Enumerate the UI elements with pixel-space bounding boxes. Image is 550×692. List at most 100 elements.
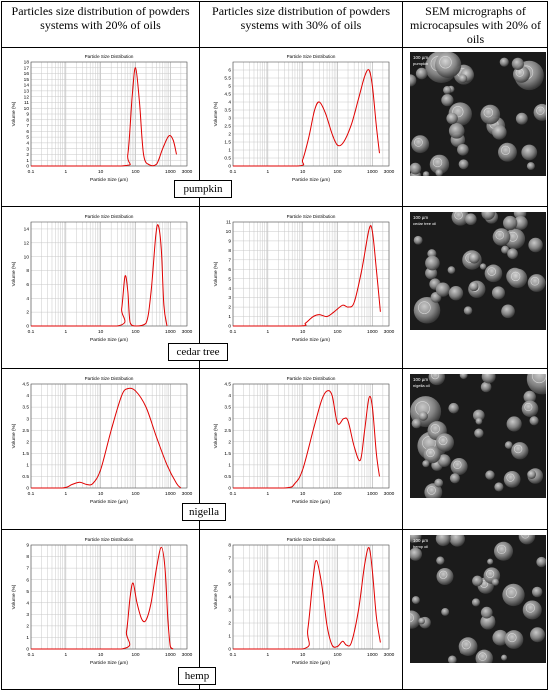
y-tick-label: 6 (228, 569, 231, 575)
particle (491, 286, 506, 300)
particle-dimple (461, 640, 471, 650)
row-divider (2, 368, 547, 369)
y-tick-label: 6 (26, 282, 29, 288)
y-tick-label: 1.5 (224, 140, 231, 146)
particle (425, 255, 440, 271)
x-tick-label: 1000 (367, 491, 378, 497)
y-tick-label: 0 (228, 324, 231, 330)
particle (472, 575, 483, 587)
x-tick-label: 0.1 (28, 329, 35, 335)
row-label-nigella: nigella (182, 503, 226, 521)
sem-sub-text: hemp oil (413, 544, 428, 549)
sem-sub-text: pumpkin (413, 61, 428, 66)
particle (435, 282, 451, 297)
y-axis-label: Volume (%) (213, 423, 219, 448)
y-tick-label: 2 (228, 132, 231, 138)
chart-title: Particle Size Distribution (85, 537, 134, 542)
y-tick-label: 0 (26, 486, 29, 492)
x-tick-label: 3000 (182, 169, 193, 175)
y-tick-label: 12 (24, 94, 30, 100)
chart-svg: Particle Size Distribution 0 2 4 6 8 10 12 14 0.1… (11, 214, 193, 343)
x-tick-label: 1000 (367, 169, 378, 175)
x-tick-label: 0.1 (28, 491, 35, 497)
y-tick-label: 9 (26, 543, 29, 549)
x-axis-label: Particle Size (µm) (292, 499, 330, 505)
y-tick-label: 8 (228, 248, 231, 254)
y-tick-label: 8 (26, 268, 29, 274)
y-tick-label: 3.5 (224, 108, 231, 114)
particle (502, 215, 518, 231)
particle (450, 458, 468, 476)
y-tick-label: 3 (26, 612, 29, 618)
y-tick-label: 3 (228, 116, 231, 122)
sem-image-cedar: 100 µm cedar tree oil (410, 212, 546, 330)
y-tick-label: 6 (26, 577, 29, 583)
sem-scale-text: 100 µm (413, 215, 428, 220)
particle (481, 212, 495, 220)
y-tick-label: 8 (228, 543, 231, 549)
sem-scale-text: 100 µm (413, 377, 428, 382)
particle (479, 263, 487, 270)
particle (418, 411, 428, 421)
y-tick-label: 15 (24, 77, 30, 83)
x-tick-label: 0.1 (28, 652, 35, 658)
particle (521, 400, 539, 418)
y-axis-label: Volume (%) (11, 423, 17, 448)
particle (499, 57, 509, 67)
sem-image-pumpkin: 100 µm pumpkin (410, 52, 546, 176)
chart-title: Particle Size Distribution (85, 214, 134, 219)
particle (427, 249, 437, 259)
particle (437, 454, 451, 467)
y-tick-label: 10 (226, 229, 232, 235)
particle (448, 285, 464, 301)
y-tick-label: 0.5 (224, 156, 231, 162)
y-tick-label: 2 (26, 152, 29, 158)
y-tick-label: 5 (26, 135, 29, 141)
x-tick-label: 3000 (384, 329, 395, 335)
particle (413, 235, 423, 245)
particle (429, 154, 450, 175)
particle-dimple (513, 444, 523, 454)
psd-chart-pumpkin-30: Particle Size Distribution 0 0.5 1 1.5 2 2.5 3 3… (209, 52, 395, 194)
x-tick-label: 0.1 (230, 329, 237, 335)
row-label-hemp: hemp (178, 667, 216, 685)
y-tick-label: 2.5 (224, 428, 231, 434)
psd-chart-cedar-20: Particle Size Distribution 0 2 4 6 8 10 12 14 0.1… (7, 212, 193, 354)
particle (463, 306, 473, 315)
x-tick-label: 10 (300, 169, 306, 175)
y-tick-label: 6 (228, 267, 231, 273)
sem-sub-text: cedar tree oil (413, 221, 436, 226)
y-tick-label: 1 (228, 462, 231, 468)
y-tick-label: 16 (24, 71, 30, 77)
y-tick-label: 4 (228, 286, 231, 292)
y-tick-label: 9 (228, 239, 231, 245)
x-tick-label: 3000 (384, 491, 395, 497)
x-tick-label: 1000 (165, 491, 176, 497)
particle (504, 630, 524, 649)
particle (511, 57, 524, 70)
y-tick-label: 5 (26, 589, 29, 595)
y-tick-label: 10 (24, 106, 30, 112)
particle (458, 637, 478, 657)
y-tick-label: 2.5 (224, 124, 231, 130)
particle-dimple (414, 138, 423, 147)
y-tick-label: 2 (26, 623, 29, 629)
y-tick-label: 3.5 (22, 405, 29, 411)
x-tick-label: 100 (334, 329, 342, 335)
particle-dimple (495, 230, 505, 240)
particle (441, 607, 450, 616)
y-tick-label: 3 (228, 416, 231, 422)
x-tick-label: 3000 (182, 329, 193, 335)
y-tick-label: 11 (24, 100, 29, 106)
y-tick-label: 3 (26, 416, 29, 422)
y-tick-label: 4 (26, 600, 29, 606)
x-tick-label: 1 (65, 329, 68, 335)
plot-frame (30, 544, 188, 650)
chart-title: Particle Size Distribution (287, 537, 336, 542)
y-tick-label: 7 (228, 556, 231, 562)
particle (449, 535, 465, 547)
chart-svg: Particle Size Distribution 0 1 2 3 4 5 6 7 8 0.1 1 1… (213, 537, 395, 666)
particle (471, 598, 481, 607)
y-tick-label: 1 (26, 635, 29, 641)
